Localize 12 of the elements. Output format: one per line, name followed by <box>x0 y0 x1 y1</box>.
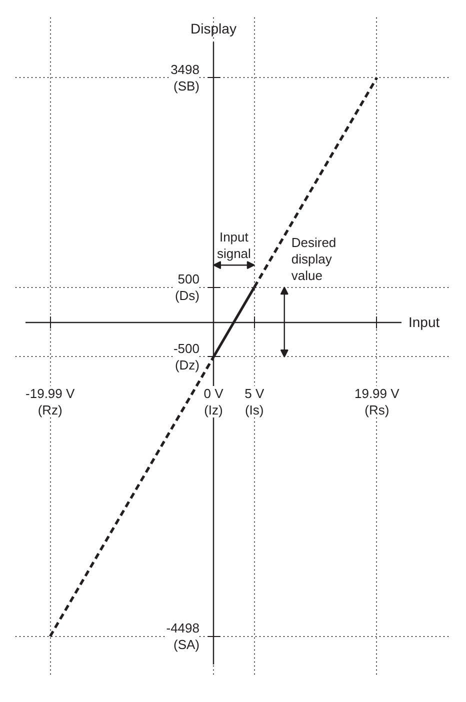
y-axis-title: Display <box>190 20 236 36</box>
x-axis-title: Input <box>408 314 440 330</box>
x-tick-label: 19.99 V (Rs) <box>354 386 400 418</box>
y-tick-label: -4498 (SA) <box>166 620 200 652</box>
x-tick-label: -19.99 V (Rz) <box>26 386 76 418</box>
annotation: Input signal <box>216 230 252 262</box>
annotation: Desired display value <box>291 235 336 284</box>
y-tick-label: 500 (Ds) <box>174 271 200 303</box>
x-tick-label: 5 V (Is) <box>244 386 264 418</box>
x-tick-label: 0 V (Iz) <box>204 386 224 418</box>
y-tick-label: -500 (Dz) <box>173 341 200 373</box>
y-tick-label: 3498 (SB) <box>170 62 200 94</box>
